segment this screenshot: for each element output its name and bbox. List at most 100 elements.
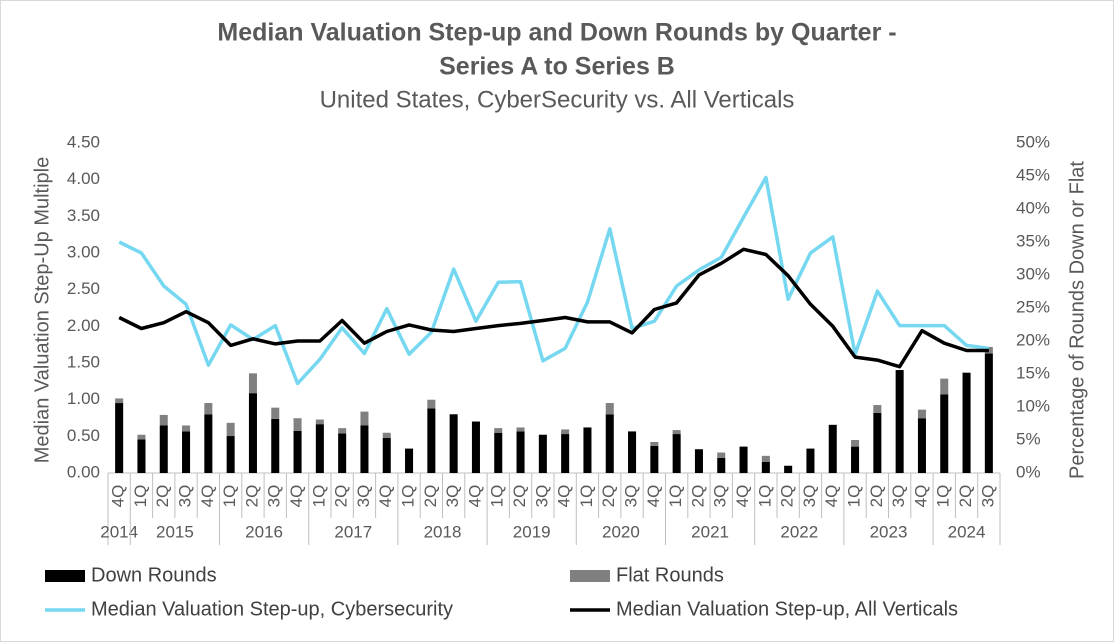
bar (271, 418, 280, 473)
bar (561, 429, 570, 435)
legend-label: Flat Rounds (616, 564, 724, 586)
bar (494, 432, 503, 473)
x-tick-label: 3Q (443, 485, 462, 508)
bar (851, 440, 860, 447)
bar (851, 446, 860, 473)
bar (650, 445, 659, 473)
bar (605, 403, 614, 415)
x-tick-label: 2Q (332, 485, 351, 508)
year-label: 2018 (424, 522, 462, 541)
x-tick-label: 1Q (666, 485, 685, 508)
bar (605, 414, 614, 473)
bar (182, 431, 191, 473)
bar (360, 425, 369, 473)
y2-tick-label: 5% (1016, 429, 1041, 448)
x-tick-label: 3Q (889, 485, 908, 508)
x-tick-label: 1Q (845, 485, 864, 508)
legend-swatch (45, 570, 85, 582)
bar (828, 424, 837, 473)
legend-swatch (570, 570, 610, 582)
x-tick-label: 1Q (309, 485, 328, 508)
x-tick-label: 3Q (265, 485, 284, 508)
bar (182, 425, 191, 432)
bar (761, 455, 770, 462)
y2-axis-label: Percentage of Rounds Down or Flat (1066, 161, 1088, 479)
bar (761, 461, 770, 473)
bar (561, 434, 570, 473)
bar (984, 353, 993, 473)
x-tick-label: 4Q (109, 485, 128, 508)
bar (717, 457, 726, 473)
x-tick-label: 2Q (956, 485, 975, 508)
x-tick-label: 2Q (778, 485, 797, 508)
bar (115, 403, 124, 473)
bar (248, 393, 257, 473)
bar (226, 436, 235, 473)
y-tick-label: 3.00 (67, 242, 100, 261)
x-tick-label: 3Q (622, 485, 641, 508)
chart-title: Median Valuation Step-up and Down Rounds… (217, 19, 896, 47)
x-tick-label: 3Q (354, 485, 373, 508)
x-tick-label: 3Q (532, 485, 551, 508)
line (118, 247, 989, 369)
y2-tick-label: 15% (1016, 363, 1050, 382)
year-label: 2020 (602, 522, 640, 541)
x-tick-label: 1Q (399, 485, 418, 508)
y2-tick-label: 25% (1016, 297, 1050, 316)
y-tick-label: 0.50 (67, 426, 100, 445)
bar (271, 407, 280, 419)
x-tick-label: 1Q (755, 485, 774, 508)
bar (405, 448, 414, 473)
x-tick-label: 4Q (198, 485, 217, 508)
x-tick-label: 3Q (978, 485, 997, 508)
x-tick-label: 2Q (688, 485, 707, 508)
bar (672, 430, 681, 435)
y-axis-label: Median Valuation Step-Up Multiple (31, 157, 53, 463)
bar (137, 434, 146, 440)
x-tick-label: 1Q (131, 485, 150, 508)
year-label: 2014 (100, 522, 138, 541)
x-tick-label: 1Q (577, 485, 596, 508)
year-label: 2023 (870, 522, 908, 541)
x-tick-label: 2Q (421, 485, 440, 508)
y-tick-label: 2.50 (67, 279, 100, 298)
bar (427, 399, 436, 409)
y2-tick-label: 50% (1016, 132, 1050, 151)
bar (538, 434, 547, 473)
bar (784, 465, 793, 473)
chart-title: Series A to Series B (439, 53, 675, 81)
bar (338, 428, 347, 434)
x-tick-label: 4Q (644, 485, 663, 508)
bar (494, 428, 503, 433)
year-label: 2024 (948, 522, 986, 541)
x-tick-label: 1Q (220, 485, 239, 508)
bar (427, 408, 436, 473)
y-tick-label: 4.50 (67, 132, 100, 151)
y-tick-label: 3.50 (67, 206, 100, 225)
y2-tick-label: 10% (1016, 396, 1050, 415)
y-tick-label: 4.00 (67, 169, 100, 188)
legend-label: Median Valuation Step-up, All Verticals (616, 598, 958, 620)
y-tick-label: 0.00 (67, 462, 100, 481)
bar (739, 446, 748, 473)
bar (449, 414, 458, 473)
bar (159, 414, 168, 426)
x-tick-label: 4Q (555, 485, 574, 508)
x-tick-label: 1Q (488, 485, 507, 508)
y2-tick-label: 45% (1016, 165, 1050, 184)
x-tick-label: 4Q (822, 485, 841, 508)
x-tick-label: 4Q (733, 485, 752, 508)
bar (137, 439, 146, 473)
bar (471, 421, 480, 473)
bar (940, 378, 949, 395)
chart-subtitle: United States, CyberSecurity vs. All Ver… (320, 86, 795, 113)
y2-tick-label: 35% (1016, 231, 1050, 250)
bar (628, 431, 637, 473)
bar (360, 411, 369, 426)
year-label: 2017 (334, 522, 372, 541)
bar (873, 412, 882, 473)
bar (315, 419, 324, 425)
x-tick-label: 4Q (911, 485, 930, 508)
bar (806, 448, 815, 473)
